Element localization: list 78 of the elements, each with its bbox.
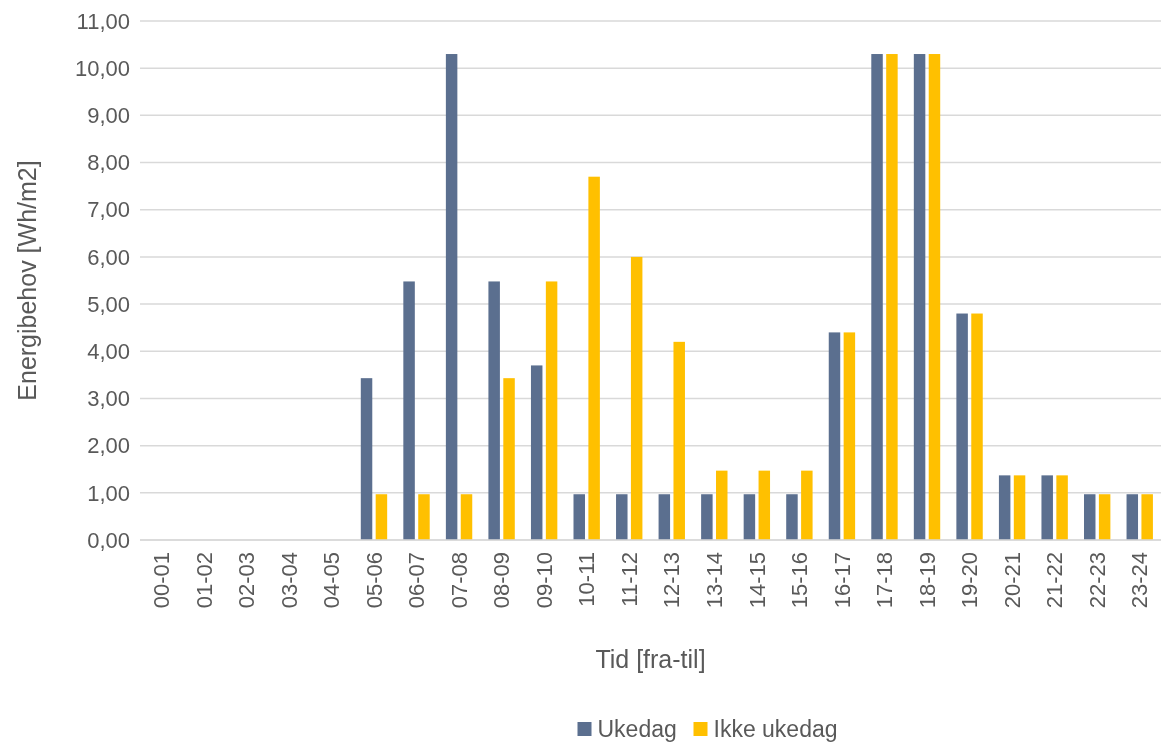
bar bbox=[786, 494, 798, 540]
bar bbox=[928, 54, 941, 540]
y-tick-label: 7,00 bbox=[87, 197, 130, 223]
bar bbox=[673, 341, 685, 540]
x-tick-label: 05-06 bbox=[361, 552, 387, 609]
x-tick-label: 01-02 bbox=[191, 552, 217, 609]
y-tick-label: 11,00 bbox=[76, 8, 130, 34]
y-tick-label: 6,00 bbox=[87, 244, 130, 270]
bar bbox=[460, 494, 473, 540]
bar bbox=[971, 313, 983, 540]
y-tick-label: 3,00 bbox=[87, 386, 130, 412]
x-axis-title: Tid [fra-til] bbox=[595, 645, 706, 673]
x-tick-label: 21-22 bbox=[1042, 552, 1068, 609]
y-tick-label: 2,00 bbox=[87, 433, 130, 459]
x-tick-label: 07-08 bbox=[446, 552, 472, 609]
x-tick-label: 16-17 bbox=[829, 552, 855, 609]
x-tick-label: 18-19 bbox=[914, 552, 940, 609]
bar bbox=[418, 494, 430, 540]
bar bbox=[630, 256, 643, 540]
bar bbox=[913, 54, 926, 540]
x-tick-label: 13-14 bbox=[702, 552, 728, 609]
bar bbox=[716, 470, 728, 540]
bar bbox=[488, 281, 500, 540]
bar bbox=[828, 332, 841, 540]
bar bbox=[360, 378, 373, 540]
x-tick-label: 19-20 bbox=[957, 552, 983, 609]
x-tick-label: 04-05 bbox=[319, 552, 345, 609]
x-tick-label: 08-09 bbox=[489, 552, 515, 609]
x-tick-label: 14-15 bbox=[744, 552, 770, 609]
bar bbox=[758, 470, 771, 540]
bar bbox=[588, 176, 600, 540]
x-tick-label: 17-18 bbox=[872, 552, 898, 609]
bar bbox=[445, 54, 458, 540]
y-tick-label: 5,00 bbox=[87, 291, 130, 317]
y-tick-label: 0,00 bbox=[87, 527, 130, 553]
x-tick-label: 00-01 bbox=[148, 552, 174, 609]
x-tick-label: 06-07 bbox=[404, 552, 430, 609]
bar bbox=[871, 54, 883, 540]
y-axis-title: Energibehov [Wh/m2] bbox=[13, 160, 41, 401]
bar bbox=[1013, 475, 1026, 540]
bar bbox=[503, 378, 515, 540]
legend-label: Ikke ukedag bbox=[713, 716, 838, 743]
bar bbox=[743, 494, 756, 540]
x-tick-label: 15-16 bbox=[787, 552, 813, 609]
x-tick-label: 11-12 bbox=[616, 552, 642, 607]
bar bbox=[843, 332, 856, 540]
bar bbox=[886, 54, 898, 540]
x-tick-label: 20-21 bbox=[999, 552, 1025, 609]
y-tick-label: 10,00 bbox=[74, 55, 130, 81]
bar bbox=[1126, 494, 1139, 540]
x-tick-label: 10-11 bbox=[574, 552, 600, 607]
bar bbox=[545, 281, 558, 540]
bar bbox=[801, 470, 813, 540]
x-tick-label: 23-24 bbox=[1127, 552, 1153, 609]
x-tick-label: 02-03 bbox=[234, 552, 260, 609]
bar bbox=[658, 494, 671, 540]
y-tick-label: 8,00 bbox=[87, 150, 130, 176]
bar bbox=[956, 313, 968, 540]
bar bbox=[1056, 475, 1068, 540]
bar bbox=[998, 475, 1011, 540]
bar bbox=[701, 494, 713, 540]
bar bbox=[375, 494, 388, 540]
bar bbox=[1141, 494, 1153, 540]
bar bbox=[1041, 475, 1053, 540]
x-tick-label: 12-13 bbox=[659, 552, 685, 609]
x-tick-label: 03-04 bbox=[276, 552, 302, 609]
bar bbox=[616, 494, 628, 540]
bar bbox=[530, 365, 543, 540]
y-tick-label: 4,00 bbox=[87, 338, 130, 364]
x-tick-label: 09-10 bbox=[531, 552, 557, 609]
y-tick-label: 9,00 bbox=[87, 103, 130, 129]
legend-label: Ukedag bbox=[597, 716, 677, 743]
x-tick-label: 22-23 bbox=[1084, 552, 1110, 609]
bar bbox=[1084, 494, 1096, 540]
bar bbox=[1098, 494, 1111, 540]
bar bbox=[403, 281, 415, 540]
bar bbox=[573, 494, 585, 540]
y-tick-label: 1,00 bbox=[87, 480, 130, 506]
